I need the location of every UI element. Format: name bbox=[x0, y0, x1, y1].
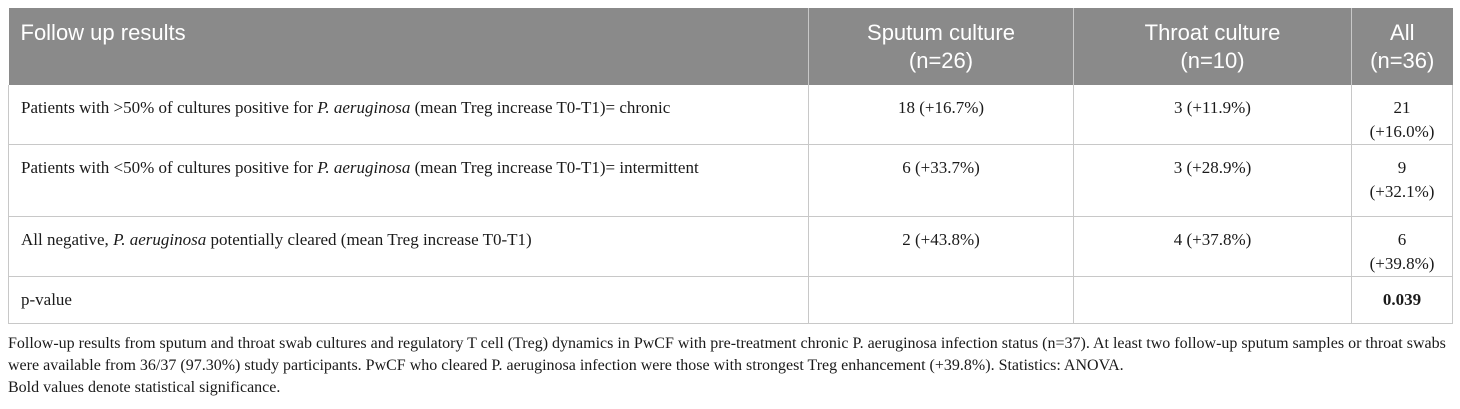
table-caption: Follow-up results from sputum and throat… bbox=[8, 333, 1452, 399]
row-label-text: Patients with <50% of cultures positive … bbox=[21, 158, 318, 177]
results-table-figure: Follow up results Sputum culture (n=26) T… bbox=[8, 8, 1453, 399]
row-label-text: (mean Treg increase T0-T1)= chronic bbox=[410, 98, 671, 117]
row-label: Patients with >50% of cultures positive … bbox=[8, 85, 809, 145]
cell-sputum: 2 (+43.8%) bbox=[808, 216, 1074, 277]
row-label-organism: P. aeruginosa bbox=[113, 230, 207, 249]
caption-footnote: Bold values denote statistical significa… bbox=[8, 379, 281, 396]
cell-sputum bbox=[808, 276, 1074, 324]
table-row-p-value: p-value 0.039 bbox=[8, 276, 1453, 324]
header-all-label: All bbox=[1390, 20, 1415, 45]
cell-throat: 3 (+28.9%) bbox=[1073, 144, 1352, 217]
cell-sputum: 6 (+33.7%) bbox=[808, 144, 1074, 217]
table-row: Patients with <50% of cultures positive … bbox=[8, 144, 1453, 217]
cell-sputum: 18 (+16.7%) bbox=[808, 85, 1074, 145]
row-label-text: All negative, bbox=[21, 230, 114, 249]
row-label-text: (mean Treg increase T0-T1)= intermittent bbox=[410, 158, 699, 177]
row-label: All negative, P. aeruginosa potentially … bbox=[8, 216, 809, 277]
header-follow-up-results: Follow up results bbox=[8, 8, 809, 85]
cell-throat: 4 (+37.8%) bbox=[1073, 216, 1352, 277]
cell-all: 6 (+39.8%) bbox=[1351, 216, 1453, 277]
header-all-n: (n=36) bbox=[1370, 48, 1435, 73]
header-sputum-label: Sputum culture bbox=[867, 20, 1015, 45]
header-throat-culture: Throat culture (n=10) bbox=[1073, 8, 1352, 85]
cell-all-p-value: 0.039 bbox=[1351, 276, 1453, 324]
header-sputum-n: (n=26) bbox=[908, 48, 974, 73]
row-label-organism: P. aeruginosa bbox=[317, 98, 411, 117]
row-label: p-value bbox=[8, 276, 809, 324]
table-row: Patients with >50% of cultures positive … bbox=[8, 85, 1453, 145]
row-label-organism: P. aeruginosa bbox=[317, 158, 411, 177]
caption-main: Follow-up results from sputum and throat… bbox=[8, 335, 1446, 374]
cell-throat: 3 (+11.9%) bbox=[1073, 85, 1352, 145]
header-all: All (n=36) bbox=[1351, 8, 1453, 85]
cell-all: 9 (+32.1%) bbox=[1351, 144, 1453, 217]
cell-all: 21 (+16.0%) bbox=[1351, 85, 1453, 145]
header-sputum-culture: Sputum culture (n=26) bbox=[808, 8, 1074, 85]
cell-throat bbox=[1073, 276, 1352, 324]
row-label-text: p-value bbox=[21, 290, 72, 309]
follow-up-results-table: Follow up results Sputum culture (n=26) T… bbox=[8, 8, 1453, 324]
table-header-row: Follow up results Sputum culture (n=26) T… bbox=[8, 8, 1453, 85]
row-label: Patients with <50% of cultures positive … bbox=[8, 144, 809, 217]
row-label-text: Patients with >50% of cultures positive … bbox=[21, 98, 318, 117]
header-throat-label: Throat culture bbox=[1144, 20, 1281, 45]
header-throat-n: (n=10) bbox=[1180, 48, 1245, 73]
table-row: All negative, P. aeruginosa potentially … bbox=[8, 216, 1453, 277]
row-label-text: potentially cleared (mean Treg increase … bbox=[206, 230, 532, 249]
